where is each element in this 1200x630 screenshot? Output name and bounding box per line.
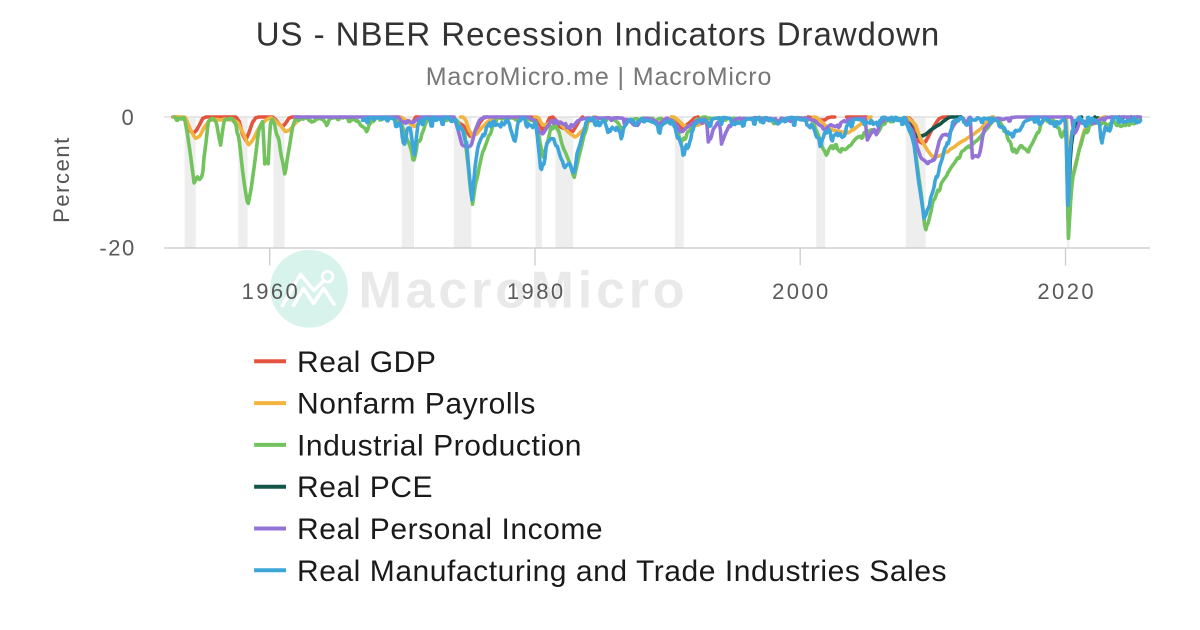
svg-text:Real Manufacturing and Trade I: Real Manufacturing and Trade Industries … xyxy=(297,555,947,588)
svg-text:Real PCE: Real PCE xyxy=(297,471,433,504)
svg-text:Real Personal Income: Real Personal Income xyxy=(297,513,603,546)
svg-text:MacroMicro: MacroMicro xyxy=(359,262,689,320)
svg-text:Percent: Percent xyxy=(49,136,74,223)
svg-text:1960: 1960 xyxy=(242,279,301,304)
svg-text:-20: -20 xyxy=(99,236,135,261)
svg-text:US - NBER Recession Indicators: US - NBER Recession Indicators Drawdown xyxy=(256,16,940,53)
svg-text:Industrial Production: Industrial Production xyxy=(297,429,582,462)
svg-text:2000: 2000 xyxy=(772,279,831,304)
svg-text:0: 0 xyxy=(121,105,135,130)
svg-text:2020: 2020 xyxy=(1037,279,1096,304)
svg-text:Nonfarm Payrolls: Nonfarm Payrolls xyxy=(297,388,536,421)
svg-text:Real GDP: Real GDP xyxy=(297,346,436,379)
svg-text:MacroMicro.me | MacroMicro: MacroMicro.me | MacroMicro xyxy=(426,63,773,91)
svg-text:1980: 1980 xyxy=(507,279,566,304)
